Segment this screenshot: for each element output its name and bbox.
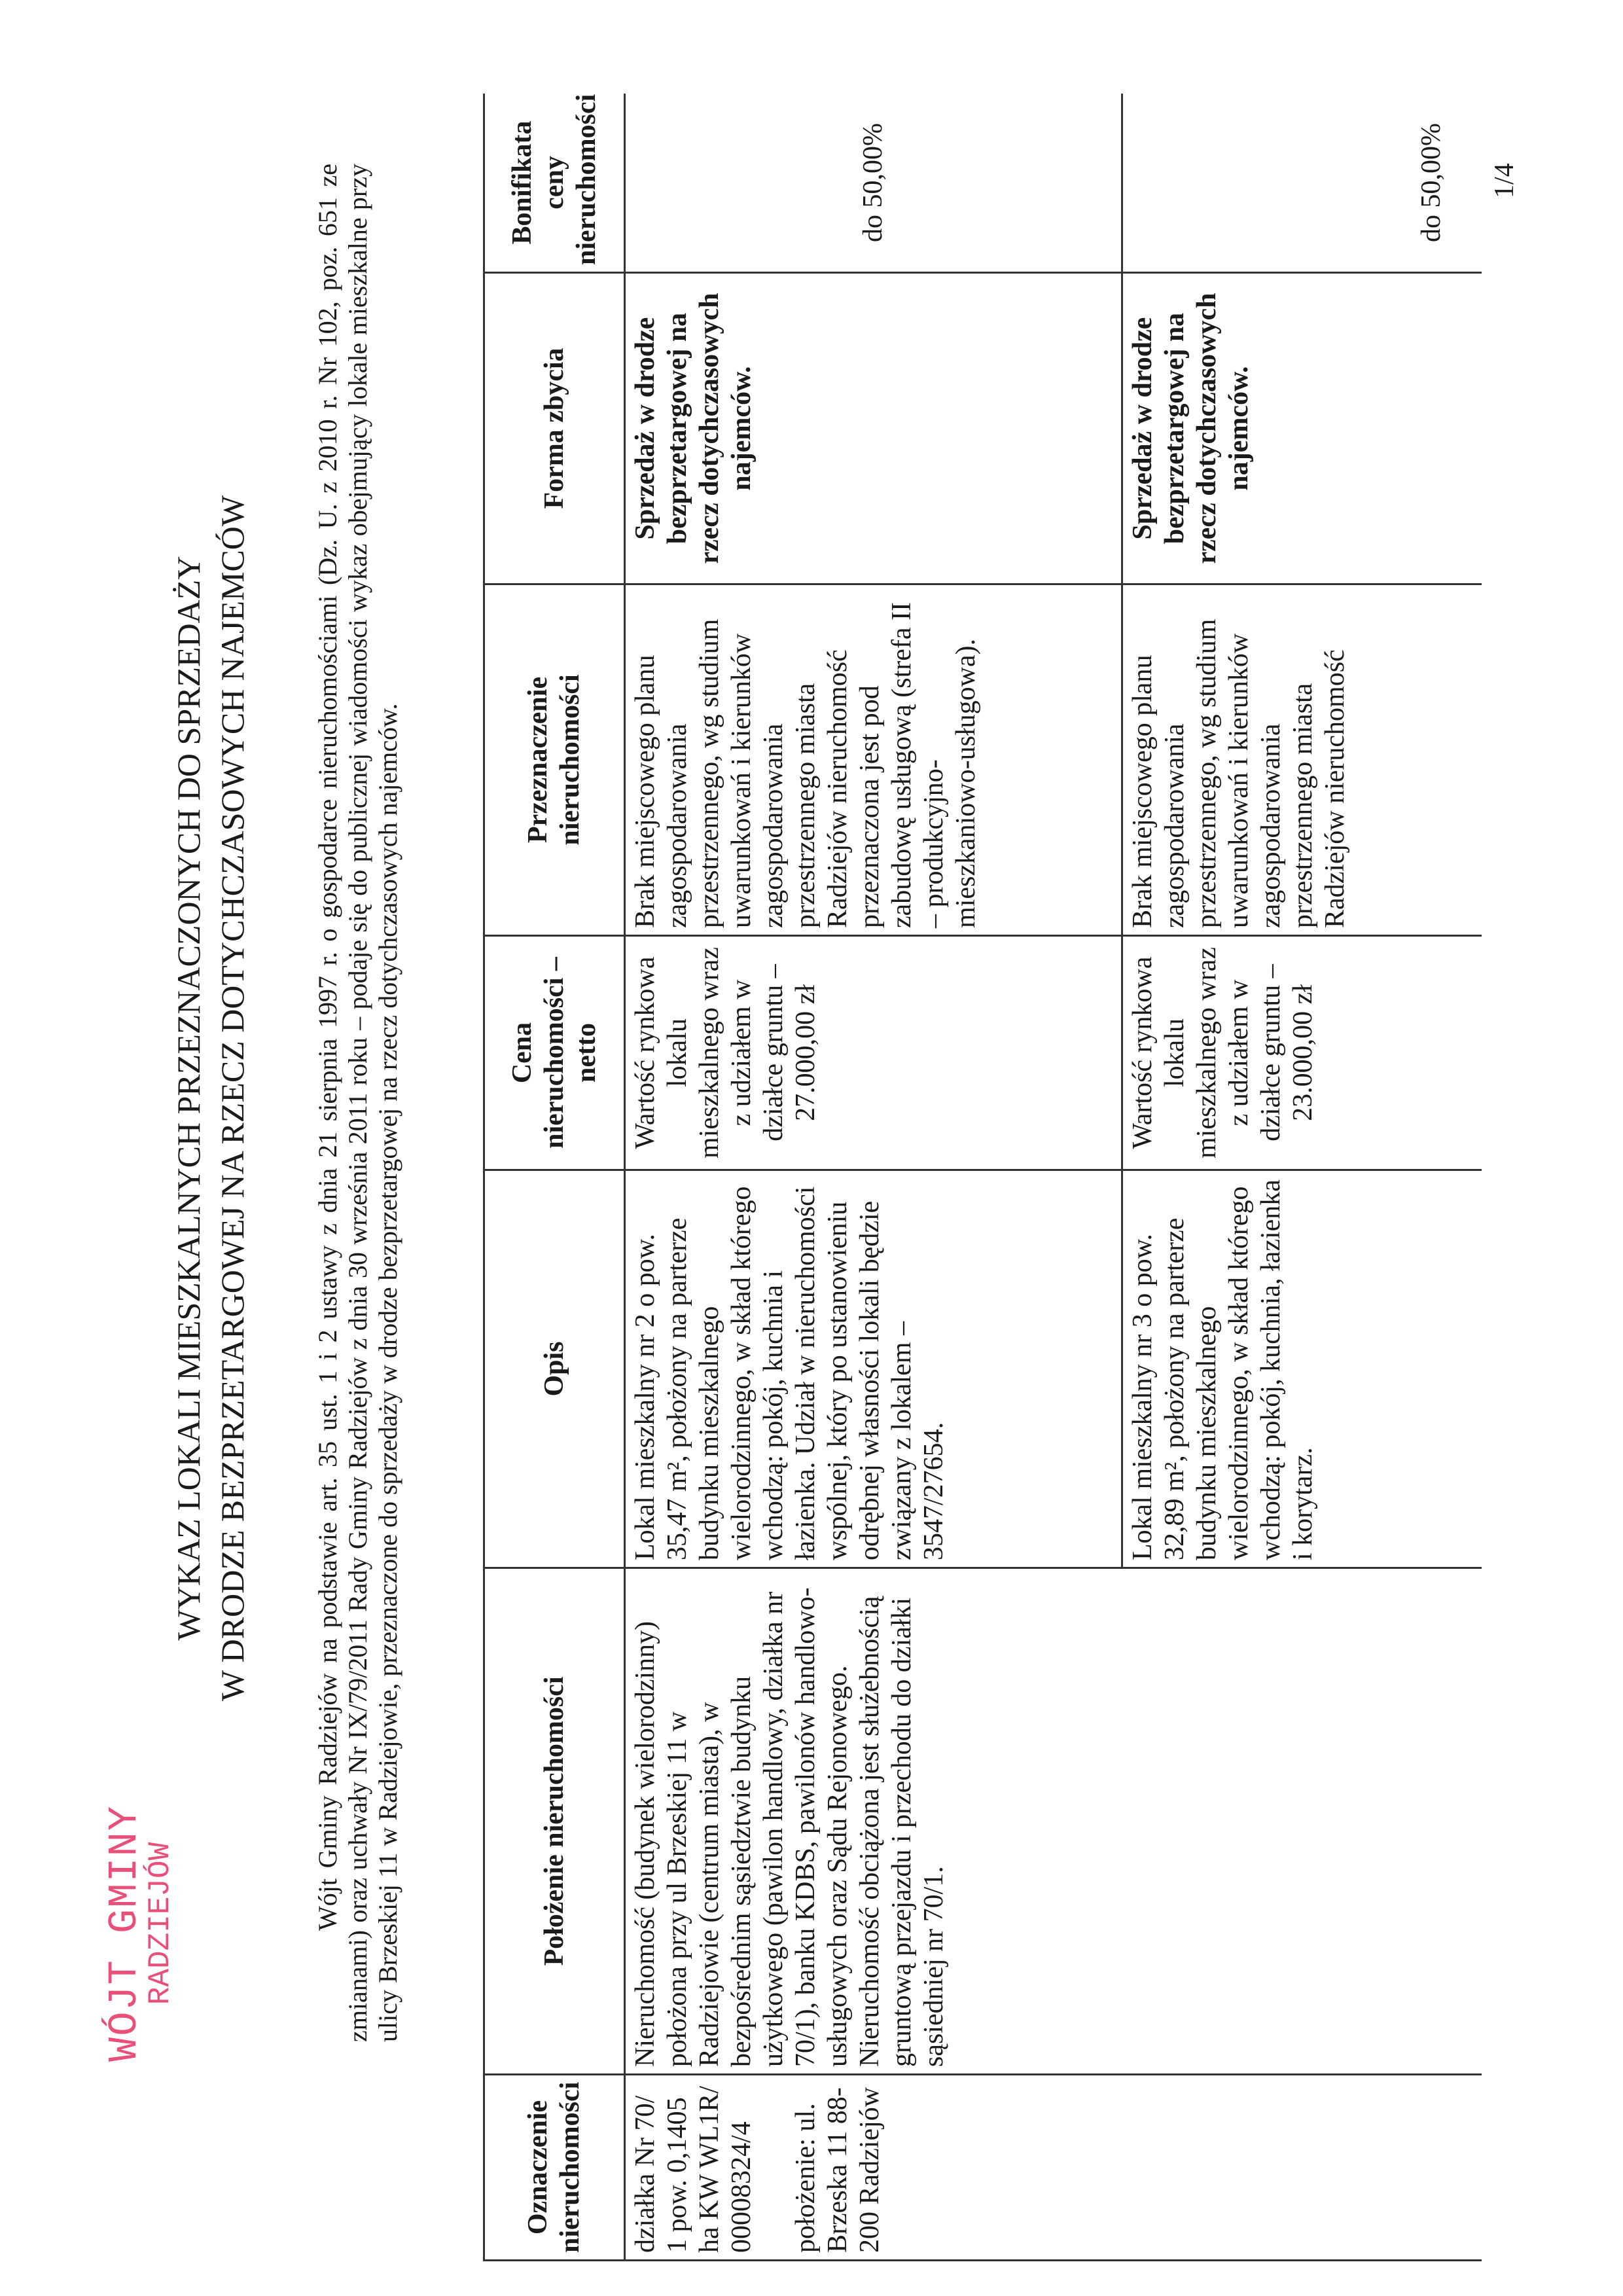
cell-cena: Wartość rynkowa lokalu mieszkalnego wraz… (624, 935, 1122, 1170)
oznaczenie-dzialka: działka Nr 70/1 pow. 0,1405 ha KW WL1R/0… (630, 2085, 757, 2253)
intro-paragraph: Wójt Gminy Radziejów na podstawie art. 3… (313, 164, 402, 2042)
cell-przeznaczenie: Brak miejscowego planu zagospodarowania … (1122, 584, 1482, 936)
cell-polozenie: Nieruchomość (budynek wielorodzinny) poł… (624, 1568, 1482, 2075)
header-oznaczenie: Oznaczenie nieruchomości (484, 2074, 625, 2261)
page-number: 1/4 (1489, 163, 1520, 198)
title-line-1: WYKAZ LOKALI MIESZKALNYCH PRZEZNACZONYCH… (170, 556, 207, 1641)
header-opis: Opis (484, 1170, 625, 1568)
header-bonifikata: Bonifikata ceny nieruchomości (484, 94, 625, 273)
title-line-2: W DRODZE BEZPRZETARGOWEJ NA RZECZ DOTYCH… (214, 495, 251, 1702)
header-forma: Forma zbycia (484, 272, 625, 584)
document-title: WYKAZ LOKALI MIESZKALNYCH PRZEZNACZONYCH… (167, 97, 255, 2100)
cell-przeznaczenie: Brak miejscowego planu zagospodarowania … (624, 584, 1122, 936)
cell-bonifikata: do 50,00% (1122, 94, 1482, 273)
cell-cena: Wartość rynkowa lokalu mieszkalnego wraz… (1122, 935, 1482, 1170)
cell-bonifikata: do 50,00% (624, 94, 1122, 273)
table-header-row: Oznaczenie nieruchomości Położenie nieru… (484, 94, 625, 2261)
property-table: Oznaczenie nieruchomości Położenie nieru… (483, 94, 1482, 2261)
wojt-stamp: WÓJT GMINY RADZIEJÓW (101, 1804, 177, 2062)
table-row: działka Nr 70/1 pow. 0,1405 ha KW WL1R/0… (624, 94, 1482, 2261)
header-przeznaczenie: Przeznaczenie nieruchomości (484, 584, 625, 936)
header-polozenie: Położenie nieruchomości (484, 1568, 625, 2075)
header-cena: Cena nieruchomości – netto (484, 935, 625, 1170)
cell-forma: Sprzedaż w drodze bezprzetargowej na rze… (1122, 272, 1482, 584)
stamp-line-1: WÓJT GMINY (101, 1804, 148, 2062)
cell-opis: Lokal mieszkalny nr 2 o pow. 35,47 m², p… (624, 1170, 1122, 1568)
cell-opis: Lokal mieszkalny nr 3 o pow. 32,89 m², p… (1122, 1170, 1482, 1568)
oznaczenie-polozenie: położenie: ul. Brzeska 11 88-200 Radziej… (791, 2087, 885, 2253)
cell-forma: Sprzedaż w drodze bezprzetargowej na rze… (624, 272, 1122, 584)
cell-oznaczenie: działka Nr 70/1 pow. 0,1405 ha KW WL1R/0… (624, 2074, 1482, 2261)
